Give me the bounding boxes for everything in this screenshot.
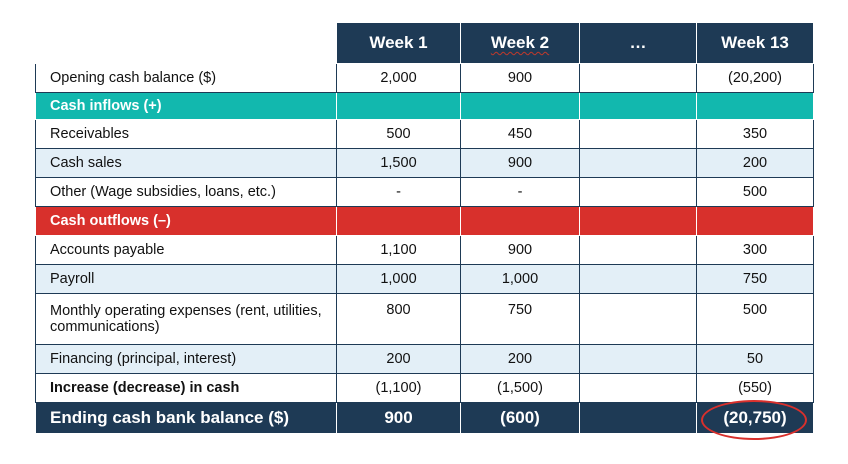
week-1-value: 1,100 — [336, 235, 461, 265]
week-1-value: 900 — [336, 402, 461, 434]
cash-sales-row: Cash sales 1,500 900 200 — [35, 148, 814, 178]
week-2-value: 900 — [460, 148, 580, 178]
section-cell — [696, 206, 814, 236]
row-label: Opening cash balance ($) — [35, 63, 337, 93]
week-1-value: 2,000 — [336, 63, 461, 93]
week-2-value: 750 — [460, 293, 580, 345]
ellipsis-value — [579, 402, 697, 434]
row-label: Monthly operating expenses (rent, utilit… — [35, 293, 337, 345]
section-cell — [579, 206, 697, 236]
week-1-value: 1,000 — [336, 264, 461, 294]
week-13-value: (20,200) — [696, 63, 814, 93]
week-1-value: 800 — [336, 293, 461, 345]
ellipsis-value — [579, 264, 697, 294]
ellipsis-value — [579, 293, 697, 345]
week-1-value: 200 — [336, 344, 461, 374]
cash-inflows-section-row: Cash inflows (+) — [35, 92, 814, 120]
header-row: Week 1 Week 2 … Week 13 — [35, 22, 814, 64]
week-1-value: 500 — [336, 119, 461, 149]
receivables-row: Receivables 500 450 350 — [35, 119, 814, 149]
header-week-1: Week 1 — [336, 22, 461, 64]
ellipsis-value — [579, 344, 697, 374]
row-label: Receivables — [35, 119, 337, 149]
week-13-value: 50 — [696, 344, 814, 374]
section-cell — [460, 206, 580, 236]
week-13-value: 300 — [696, 235, 814, 265]
row-label: Increase (decrease) in cash — [35, 373, 337, 403]
section-cell — [336, 92, 461, 120]
week-2-value: (600) — [460, 402, 580, 434]
increase-decrease-row: Increase (decrease) in cash (1,100) (1,5… — [35, 373, 814, 403]
week-2-value: 900 — [460, 235, 580, 265]
week-2-value: - — [460, 177, 580, 207]
week-13-value: 500 — [696, 177, 814, 207]
accounts-payable-row: Accounts payable 1,100 900 300 — [35, 235, 814, 265]
row-label: Accounts payable — [35, 235, 337, 265]
week-2-value: 1,000 — [460, 264, 580, 294]
week-13-value: (550) — [696, 373, 814, 403]
section-cell — [460, 92, 580, 120]
row-label: Ending cash bank balance ($) — [35, 402, 337, 434]
week-2-value: (1,500) — [460, 373, 580, 403]
week-1-value: - — [336, 177, 461, 207]
ellipsis-value — [579, 63, 697, 93]
financing-row: Financing (principal, interest) 200 200 … — [35, 344, 814, 374]
ellipsis-value — [579, 235, 697, 265]
opening-balance-row: Opening cash balance ($) 2,000 900 (20,2… — [35, 63, 814, 93]
payroll-row: Payroll 1,000 1,000 750 — [35, 264, 814, 294]
header-week-2-label: Week 2 — [490, 33, 550, 52]
ending-balance-row: Ending cash bank balance ($) 900 (600) (… — [35, 402, 814, 434]
week-2-value: 900 — [460, 63, 580, 93]
week-2-value: 200 — [460, 344, 580, 374]
ellipsis-value — [579, 177, 697, 207]
week-1-value: (1,100) — [336, 373, 461, 403]
header-blank — [35, 22, 337, 64]
cash-outflows-section-row: Cash outflows (–) — [35, 206, 814, 236]
section-cell — [696, 92, 814, 120]
header-week-13: Week 13 — [696, 22, 814, 64]
ellipsis-value — [579, 148, 697, 178]
section-label: Cash inflows (+) — [35, 92, 337, 120]
cash-flow-table: Week 1 Week 2 … Week 13 Opening cash bal… — [35, 22, 814, 434]
section-cell — [336, 206, 461, 236]
week-13-value: 750 — [696, 264, 814, 294]
week-13-value: 350 — [696, 119, 814, 149]
header-ellipsis: … — [579, 22, 697, 64]
week-1-value: 1,500 — [336, 148, 461, 178]
monthly-opex-row: Monthly operating expenses (rent, utilit… — [35, 293, 814, 345]
other-inflows-row: Other (Wage subsidies, loans, etc.) - - … — [35, 177, 814, 207]
week-13-value: 200 — [696, 148, 814, 178]
week-13-value: 500 — [696, 293, 814, 345]
row-label: Financing (principal, interest) — [35, 344, 337, 374]
ellipsis-value — [579, 119, 697, 149]
row-label: Cash sales — [35, 148, 337, 178]
week-13-value: (20,750) — [696, 402, 814, 434]
week-2-value: 450 — [460, 119, 580, 149]
ellipsis-value — [579, 373, 697, 403]
header-week-2: Week 2 — [460, 22, 580, 64]
section-cell — [579, 92, 697, 120]
section-label: Cash outflows (–) — [35, 206, 337, 236]
row-label: Payroll — [35, 264, 337, 294]
row-label: Other (Wage subsidies, loans, etc.) — [35, 177, 337, 207]
